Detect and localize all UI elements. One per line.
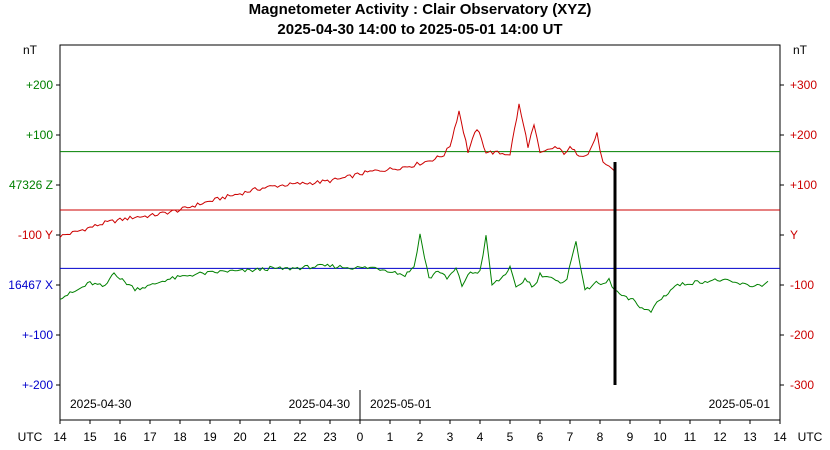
x-tick-label: 12 — [713, 430, 727, 444]
x-tick-label: 14 — [53, 430, 67, 444]
left-label: +200 — [26, 78, 53, 92]
date-label-end: 2025-05-01 — [709, 397, 771, 411]
x-tick-label: 10 — [653, 430, 667, 444]
x-tick-label: 6 — [537, 430, 544, 444]
x-tick-label: 15 — [83, 430, 97, 444]
chart-title: Magnetometer Activity : Clair Observator… — [249, 1, 592, 18]
x-axis: 14 15 16 17 18 19 20 21 22 23 0 1 2 3 4 5 6 7 8 9 10 11 12 13 14 — [53, 420, 787, 444]
chart-subtitle: 2025-04-30 14:00 to 2025-05-01 14:00 UT — [277, 21, 562, 38]
left-axis: +200 +100 47326 Z -100 Y 16467 X +-100 +-200 — [8, 78, 60, 392]
date-label-day-end: 2025-04-30 — [289, 397, 351, 411]
x-tick-label: 4 — [477, 430, 484, 444]
x-tick-label: 7 — [567, 430, 574, 444]
date-label-day-start: 2025-05-01 — [370, 397, 432, 411]
right-unit-label: nT — [793, 43, 808, 57]
plot-frame — [59, 44, 781, 421]
series-group — [59, 103, 769, 314]
x-tick-label: 19 — [203, 430, 217, 444]
x-tick-label: 11 — [684, 430, 697, 444]
x-tick-label: 21 — [263, 430, 277, 444]
right-label: +100 — [790, 178, 817, 192]
x-tick-label: 2 — [417, 430, 424, 444]
x-tick-label: 14 — [773, 430, 787, 444]
series-y-line — [59, 103, 616, 238]
x-tick-label: 16 — [113, 430, 127, 444]
x-tick-label: 9 — [627, 430, 634, 444]
series-x-line — [59, 233, 769, 314]
x-tick-label: 22 — [293, 430, 307, 444]
x-unit-left: UTC — [18, 430, 43, 444]
left-label: 47326 Z — [9, 178, 53, 192]
x-tick-label: 23 — [323, 430, 337, 444]
left-label: +100 — [26, 128, 53, 142]
right-label: +300 — [790, 78, 817, 92]
left-label: 16467 X — [8, 278, 53, 292]
left-label: +-200 — [22, 378, 53, 392]
x-tick-label: 1 — [387, 430, 394, 444]
right-label: Y — [790, 228, 798, 242]
left-unit-label: nT — [23, 43, 38, 57]
x-tick-label: 5 — [507, 430, 514, 444]
x-unit-right: UTC — [798, 430, 823, 444]
baselines — [60, 151, 780, 269]
right-axis: +300 +200 +100 Y -100 -200 -300 — [780, 78, 817, 392]
x-tick-label: 20 — [233, 430, 247, 444]
left-label: -100 Y — [18, 228, 53, 242]
x-tick-label: 13 — [743, 430, 757, 444]
date-label-start: 2025-04-30 — [70, 397, 132, 411]
right-label: -100 — [790, 278, 814, 292]
x-tick-label: 17 — [143, 430, 157, 444]
left-label: +-100 — [22, 328, 53, 342]
x-tick-label: 0 — [357, 430, 364, 444]
right-label: -200 — [790, 328, 814, 342]
x-tick-label: 8 — [597, 430, 604, 444]
right-label: -300 — [790, 378, 814, 392]
right-label: +200 — [790, 128, 817, 142]
x-tick-label: 3 — [447, 430, 454, 444]
x-tick-label: 18 — [173, 430, 187, 444]
